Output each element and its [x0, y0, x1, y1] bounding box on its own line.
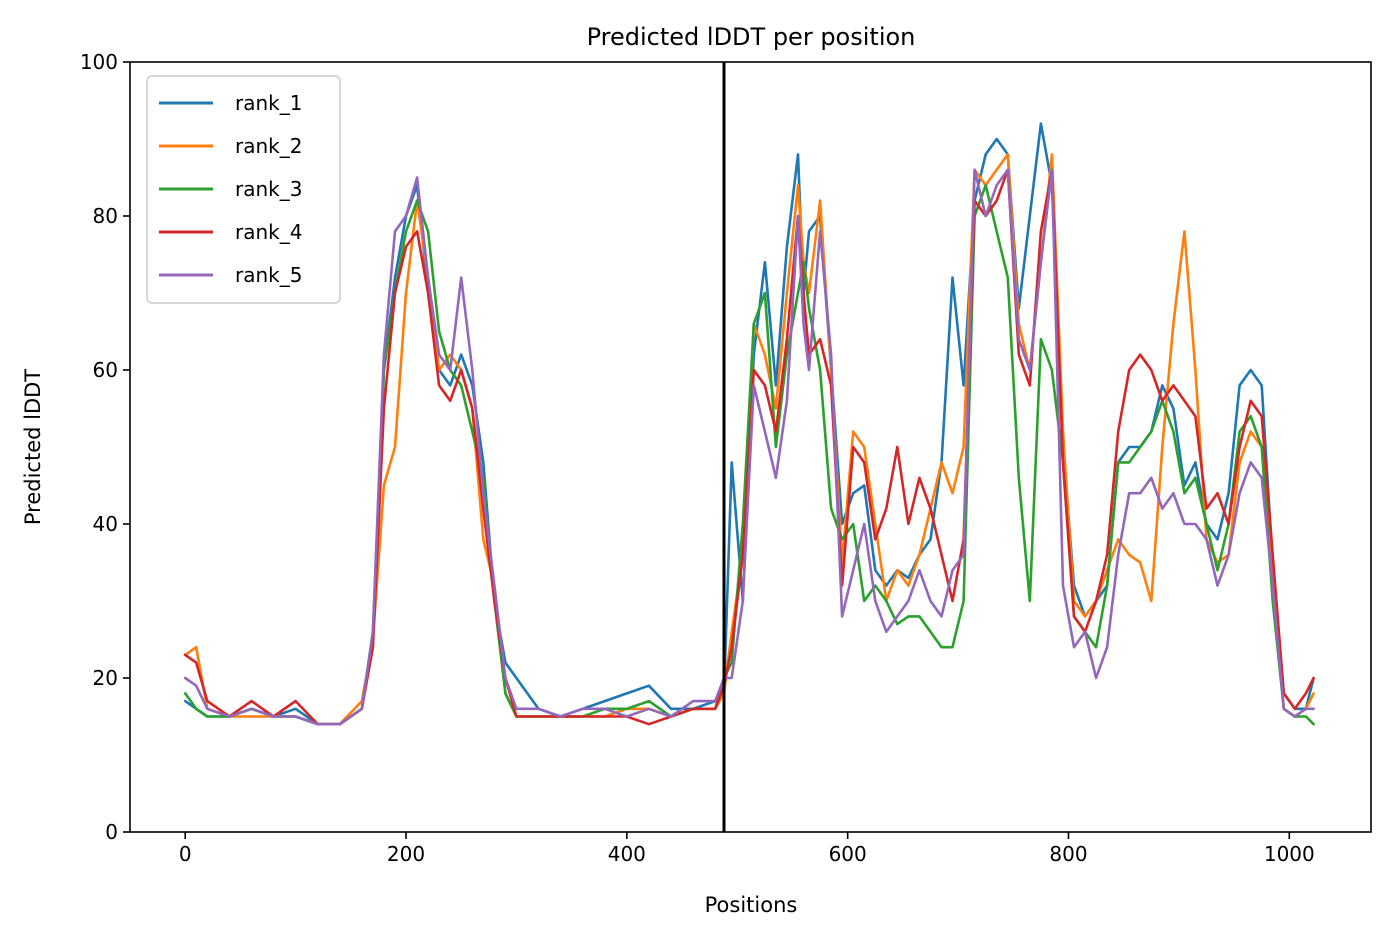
y-tick-label: 0 — [105, 820, 118, 844]
legend-box — [146, 75, 341, 304]
y-tick-label: 60 — [93, 358, 118, 382]
legend-label-rank_5: rank_5 — [235, 263, 302, 287]
x-tick-label: 1000 — [1264, 842, 1315, 866]
plot-area: 0 200 400 600 800 1000 0 20 40 60 80 100 — [80, 50, 1372, 866]
x-tick-label: 200 — [387, 842, 425, 866]
y-tick-label: 20 — [93, 666, 118, 690]
y-tick-label: 100 — [80, 50, 118, 74]
x-tick-label: 0 — [179, 842, 192, 866]
legend-label-rank_2: rank_2 — [235, 134, 302, 158]
legend-label-rank_1: rank_1 — [235, 91, 302, 115]
plot-frame — [129, 61, 1372, 833]
x-tick-label: 600 — [829, 842, 867, 866]
y-axis-label: Predicted lDDT — [21, 369, 45, 525]
legend-label-rank_4: rank_4 — [235, 220, 302, 244]
y-tick-label: 80 — [93, 204, 118, 228]
y-tick-label: 40 — [93, 512, 118, 536]
x-axis-label: Positions — [705, 893, 798, 917]
series-lines — [183, 122, 1315, 726]
series-line-rank_5 — [183, 168, 1315, 726]
x-tick-label: 800 — [1049, 842, 1087, 866]
x-tick-label: 400 — [608, 842, 646, 866]
legend-label-rank_3: rank_3 — [235, 177, 302, 201]
chart-title: Predicted lDDT per position — [587, 23, 916, 51]
series-line-rank_3 — [183, 183, 1315, 726]
legend: rank_1 rank_2 rank_3 rank_4 rank_5 — [146, 75, 341, 304]
